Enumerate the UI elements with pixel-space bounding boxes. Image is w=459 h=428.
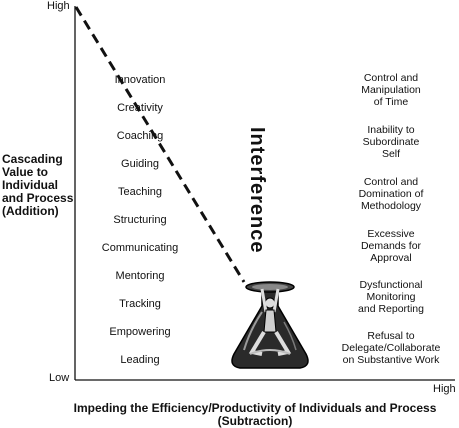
value-item: Structuring [113,214,167,226]
value-item: Creativity [117,102,163,114]
value-item: Tracking [119,298,161,310]
interference-item: Excessive Demands for Approval [360,228,422,264]
x-axis-title: Impeding the Efficiency/Productivity of … [73,401,437,428]
value-item: Empowering [109,326,171,338]
value-item: Communicating [101,242,179,254]
value-item: Leading [120,354,160,366]
y-axis-high-label: High [47,0,70,12]
interference-item: Inability to Subordinate Self [362,124,420,160]
interference-label: Interference [246,127,268,254]
value-item: Guiding [121,158,159,170]
value-item: Innovation [114,74,166,86]
y-axis-low-label: Low [49,372,70,384]
flask-with-figure-icon [231,281,309,369]
interference-item: Dysfunctional Monitoring and Reporting [358,279,424,315]
y-axis-title: Cascading Value to Individual and Proces… [2,152,74,218]
value-item: Coaching [116,130,164,142]
dashed-trend-line [74,6,246,283]
x-axis-high-label: High [433,383,456,395]
value-item: Mentoring [115,270,165,282]
interference-item: Control and Manipulation of Time [361,72,421,108]
interference-item: Refusal to Delegate/Collaborate on Subst… [341,330,441,366]
interference-item: Control and Domination of Methodology [358,176,424,212]
value-item: Teaching [117,186,163,198]
